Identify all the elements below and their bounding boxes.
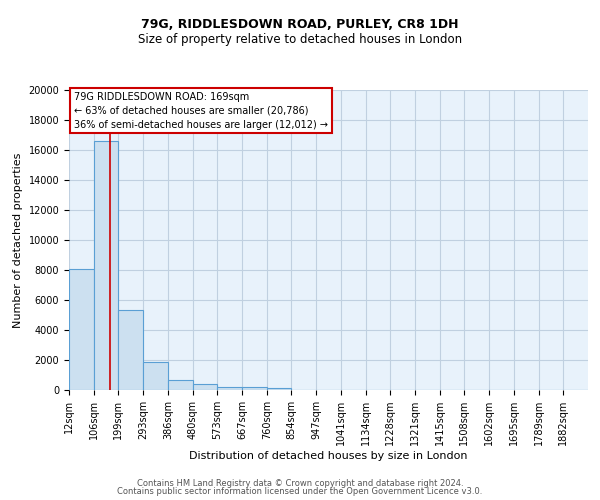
Text: Size of property relative to detached houses in London: Size of property relative to detached ho… bbox=[138, 32, 462, 46]
Bar bbox=[94, 141, 118, 390]
Bar bbox=[217, 386, 242, 390]
Text: Contains public sector information licensed under the Open Government Licence v3: Contains public sector information licen… bbox=[118, 487, 482, 496]
Text: Contains HM Land Registry data © Crown copyright and database right 2024.: Contains HM Land Registry data © Crown c… bbox=[137, 478, 463, 488]
X-axis label: Distribution of detached houses by size in London: Distribution of detached houses by size … bbox=[189, 451, 468, 461]
Text: 79G RIDDLESDOWN ROAD: 169sqm
← 63% of detached houses are smaller (20,786)
36% o: 79G RIDDLESDOWN ROAD: 169sqm ← 63% of de… bbox=[74, 92, 328, 130]
Text: 79G, RIDDLESDOWN ROAD, PURLEY, CR8 1DH: 79G, RIDDLESDOWN ROAD, PURLEY, CR8 1DH bbox=[141, 18, 459, 30]
Bar bbox=[143, 362, 168, 390]
Bar bbox=[118, 310, 143, 390]
Y-axis label: Number of detached properties: Number of detached properties bbox=[13, 152, 23, 328]
Bar bbox=[168, 380, 193, 390]
Bar bbox=[242, 388, 267, 390]
Bar bbox=[69, 269, 94, 390]
Bar bbox=[193, 384, 217, 390]
Bar bbox=[267, 388, 292, 390]
